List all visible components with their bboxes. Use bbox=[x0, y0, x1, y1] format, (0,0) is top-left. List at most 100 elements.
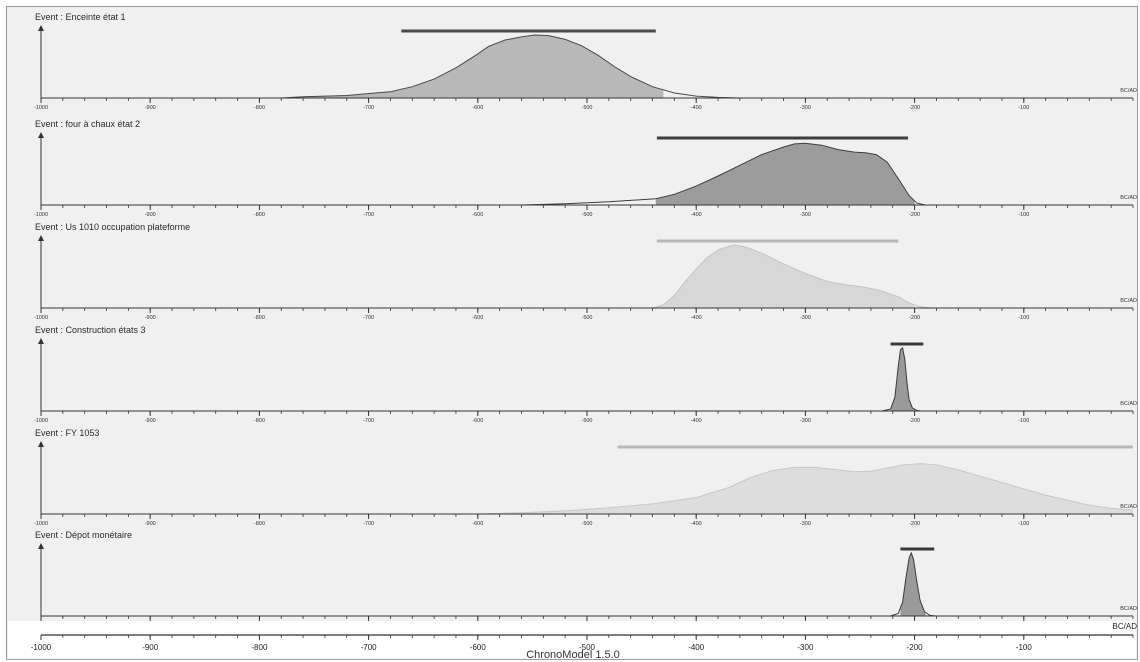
event-panel: Event : Construction états 3 -1000 -900 -80… bbox=[8, 322, 1137, 426]
x-tick-label: -200 bbox=[907, 643, 924, 652]
x-tick-label: -900 bbox=[145, 212, 156, 218]
unit-label: BC/AD bbox=[1120, 606, 1137, 612]
chart-frame: Event : Enceinte état 1 -1000 -900 -800 -700… bbox=[6, 6, 1138, 661]
panel-title: Event : Construction états 3 bbox=[35, 325, 146, 335]
x-tick-label: -600 bbox=[472, 521, 483, 527]
panel-title: Event : Dépot monétaire bbox=[35, 530, 132, 540]
x-tick-label: -400 bbox=[691, 315, 702, 321]
event-panel: Event : FY 1053 -1000 -900 -800 -700 -600 -500… bbox=[8, 425, 1137, 529]
panel-background bbox=[8, 527, 1136, 631]
x-tick-label: -1000 bbox=[34, 521, 48, 527]
density-curve bbox=[477, 463, 1134, 515]
x-tick-label: -300 bbox=[800, 418, 811, 424]
global-axis-background bbox=[8, 621, 1136, 659]
density-curve bbox=[890, 551, 937, 617]
x-tick-label: -800 bbox=[254, 212, 265, 218]
x-tick-label: -700 bbox=[363, 418, 374, 424]
x-tick-label: -100 bbox=[1018, 521, 1029, 527]
event-panel: Event : four à chaux état 2 -1000 -900 -800… bbox=[8, 116, 1137, 220]
x-tick-label: -800 bbox=[254, 315, 265, 321]
x-tick-label: -300 bbox=[800, 105, 811, 111]
chronomodel-chart: Event : Enceinte état 1 -1000 -900 -800 -700… bbox=[8, 9, 1137, 661]
density-area bbox=[655, 143, 915, 205]
event-panel: Event : Dépot monétaire-1000-900-800-700… bbox=[8, 527, 1137, 631]
density-area bbox=[303, 35, 664, 98]
x-tick-label: -300 bbox=[800, 521, 811, 527]
x-tick-label: -400 bbox=[691, 212, 702, 218]
x-tick-label: -400 bbox=[688, 643, 705, 652]
y-axis-arrow bbox=[38, 25, 44, 31]
x-tick-label: -200 bbox=[909, 418, 920, 424]
x-tick-label: -200 bbox=[909, 315, 920, 321]
x-tick-label: -500 bbox=[581, 521, 592, 527]
x-tick-label: -500 bbox=[581, 212, 592, 218]
x-tick-label: -600 bbox=[470, 643, 487, 652]
x-tick-label: -900 bbox=[145, 521, 156, 527]
y-axis-arrow bbox=[38, 132, 44, 138]
unit-label: BC/AD bbox=[1120, 88, 1137, 94]
density-area bbox=[890, 348, 915, 411]
x-tick-label: -500 bbox=[581, 315, 592, 321]
y-axis-arrow bbox=[38, 441, 44, 447]
density-area bbox=[900, 553, 926, 616]
density-area bbox=[652, 245, 915, 308]
x-tick-label: -700 bbox=[363, 105, 374, 111]
x-tick-label: -300 bbox=[800, 212, 811, 218]
x-tick-label: -700 bbox=[361, 643, 378, 652]
x-tick-label: -200 bbox=[909, 521, 920, 527]
unit-label: BC/AD bbox=[1120, 195, 1137, 201]
panel-title: Event : FY 1053 bbox=[35, 428, 99, 438]
x-tick-label: -1000 bbox=[34, 315, 48, 321]
x-tick-label: -600 bbox=[472, 315, 483, 321]
x-tick-label: -400 bbox=[691, 418, 702, 424]
x-tick-label: -900 bbox=[145, 418, 156, 424]
global-axis: -1000 -900 -800 -700 -600 -500 -400 -300 -200 -10… bbox=[8, 621, 1137, 659]
x-tick-label: -1000 bbox=[34, 105, 48, 111]
x-tick-label: -500 bbox=[579, 643, 596, 652]
unit-label: BC/AD bbox=[1120, 298, 1137, 304]
unit-label: BC/AD bbox=[1113, 622, 1138, 631]
x-tick-label: -100 bbox=[1018, 105, 1029, 111]
event-panel: Event : Us 1010 occupation plateforme -10… bbox=[8, 219, 1137, 323]
panel-title: Event : four à chaux état 2 bbox=[35, 119, 140, 129]
panel-background bbox=[8, 219, 1136, 323]
x-tick-label: -400 bbox=[691, 105, 702, 111]
x-tick-label: -100 bbox=[1018, 315, 1029, 321]
density-curve bbox=[881, 347, 922, 412]
density-curve bbox=[521, 142, 926, 206]
x-tick-label: -600 bbox=[472, 212, 483, 218]
x-tick-label: -200 bbox=[909, 212, 920, 218]
panel-title: Event : Us 1010 occupation plateforme bbox=[35, 222, 190, 232]
panel-title: Event : Enceinte état 1 bbox=[35, 12, 126, 22]
y-axis-arrow bbox=[38, 235, 44, 241]
x-tick-label: -800 bbox=[251, 643, 268, 652]
x-tick-label: -1000 bbox=[31, 643, 52, 652]
x-tick-label: -300 bbox=[797, 643, 814, 652]
x-tick-label: -700 bbox=[363, 212, 374, 218]
y-axis-arrow bbox=[38, 338, 44, 344]
y-axis-arrow bbox=[38, 543, 44, 549]
x-tick-label: -100 bbox=[1018, 418, 1029, 424]
x-tick-label: -800 bbox=[254, 105, 265, 111]
x-tick-label: -900 bbox=[145, 315, 156, 321]
x-tick-label: -600 bbox=[472, 105, 483, 111]
x-tick-label: -1000 bbox=[34, 212, 48, 218]
event-panel: Event : Enceinte état 1 -1000 -900 -800 -700… bbox=[8, 9, 1137, 113]
x-tick-label: -100 bbox=[1016, 643, 1033, 652]
x-tick-label: -700 bbox=[363, 315, 374, 321]
x-tick-label: -500 bbox=[581, 418, 592, 424]
panel-background bbox=[8, 116, 1136, 220]
density-curve bbox=[281, 34, 740, 99]
panel-background bbox=[8, 322, 1136, 426]
density-area bbox=[521, 463, 1133, 514]
x-tick-label: -400 bbox=[691, 521, 702, 527]
unit-label: BC/AD bbox=[1120, 504, 1137, 510]
x-tick-label: -200 bbox=[909, 105, 920, 111]
x-tick-label: -900 bbox=[142, 643, 159, 652]
x-tick-label: -300 bbox=[800, 315, 811, 321]
unit-label: BC/AD bbox=[1120, 401, 1137, 407]
x-tick-label: -800 bbox=[254, 521, 265, 527]
x-tick-label: -1000 bbox=[34, 418, 48, 424]
x-tick-label: -100 bbox=[1018, 212, 1029, 218]
app-footer-version: ChronoModel 1.5.0 bbox=[526, 649, 620, 661]
